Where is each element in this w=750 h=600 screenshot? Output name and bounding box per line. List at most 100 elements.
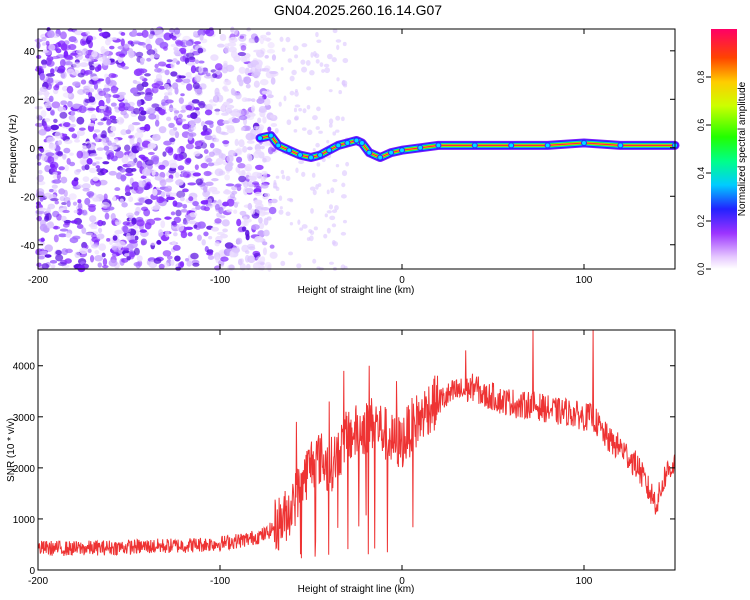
- spectrogram-noise-cell: [60, 72, 66, 79]
- spectrogram-noise-cell: [230, 50, 238, 59]
- spectrogram-noise-cell: [177, 118, 187, 122]
- spectrogram-noise-cell: [261, 67, 270, 72]
- spectrogram-noise-cell: [173, 50, 181, 56]
- spectrogram-noise-cell: [150, 242, 157, 246]
- spectrogram-noise-cell: [194, 59, 200, 64]
- spectrogram-noise-cell: [75, 49, 85, 55]
- spectrogram-noise-cell: [47, 203, 56, 210]
- spectrogram-noise-cell: [81, 183, 91, 190]
- spectrogram-noise-cell: [212, 177, 218, 182]
- spectrogram-noise-cell: [225, 183, 235, 187]
- spectrogram-noise-cell: [295, 167, 299, 173]
- spectrogram-noise-cell: [164, 99, 174, 104]
- spectrogram-noise-cell: [38, 145, 44, 152]
- spectrogram-noise-cell: [212, 95, 220, 103]
- spectrogram-noise-cell: [77, 72, 85, 78]
- spectrogram-trace-point: [317, 152, 324, 159]
- snr-y-tick-label: 0: [29, 566, 35, 577]
- spectrogram-noise-cell: [285, 175, 291, 182]
- spectrogram-noise-cell: [278, 101, 282, 107]
- spectrogram-noise-cell: [124, 154, 129, 160]
- snr-x-tick-label: 100: [576, 576, 593, 587]
- spectrogram-noise-cell: [158, 263, 165, 270]
- spectrogram-noise-cell: [330, 187, 335, 194]
- spectrogram-noise-cell: [151, 103, 160, 109]
- spectrogram-noise-cell: [203, 149, 209, 155]
- spectrogram-noise-cell: [37, 91, 43, 96]
- spectrogram-signal-trace: [255, 131, 680, 162]
- spectrogram-noise-cell: [94, 250, 100, 255]
- colorbar-tick-label: 0.6: [696, 119, 706, 132]
- spectrogram-noise-cell: [175, 172, 180, 178]
- spectrogram-noise-cell: [152, 188, 158, 196]
- spectrogram-noise-cell: [55, 48, 62, 54]
- spectrogram-noise-cell: [136, 146, 143, 152]
- spectrogram-noise-cell: [53, 84, 60, 91]
- spectrogram-noise-cell: [68, 36, 77, 43]
- spectrogram-noise-cell: [328, 123, 333, 128]
- spectrogram-noise-cell: [58, 166, 65, 171]
- spectrogram-noise-cell: [221, 219, 230, 227]
- spectrogram-noise-cell: [252, 171, 261, 178]
- spectrogram-noise-cell: [50, 124, 59, 131]
- spectrogram-noise-cell: [208, 151, 215, 157]
- spectrogram-noise-cell: [108, 132, 116, 137]
- spectrogram-noise-cell: [54, 200, 59, 205]
- spectrogram-noise-cell: [254, 236, 264, 243]
- spectrogram-noise-cell: [162, 151, 167, 157]
- spectrogram-noise-cell: [37, 67, 43, 76]
- spectrogram-noise-cell: [160, 191, 165, 198]
- spectrogram-noise-cell: [129, 186, 134, 190]
- spectrogram-noise-cell: [92, 176, 99, 182]
- spectrogram-trace-point: [544, 142, 551, 149]
- spectrogram-noise-cell: [105, 96, 111, 104]
- spectrogram-noise-cell: [66, 200, 71, 208]
- spectrogram-noise-cell: [77, 199, 82, 204]
- spectrogram-noise-cell: [191, 99, 200, 104]
- spectrogram-noise-cell: [195, 178, 203, 186]
- spectrogram-noise-cell: [194, 107, 200, 111]
- spectrogram-noise-cell: [95, 161, 100, 165]
- spectrogram-noise-cell: [185, 39, 194, 46]
- spectrogram-noise-cell: [96, 168, 104, 173]
- spectrogram-noise-cell: [114, 138, 119, 143]
- spectrogram-noise-cell: [326, 227, 331, 234]
- spectrogram-noise-cell: [231, 190, 238, 195]
- spectrogram-noise-cell: [247, 62, 254, 69]
- spectrogram-noise-cell: [341, 182, 346, 188]
- colorbar-tick-label: 0.2: [696, 215, 706, 228]
- spectrogram-noise-cell: [309, 70, 315, 76]
- spectrogram-noise-cell: [224, 189, 230, 194]
- spectrogram-noise-cell: [317, 183, 322, 187]
- spectrogram-noise-cell: [205, 28, 215, 37]
- spectrogram-noise-cell: [269, 244, 275, 249]
- spectrogram-noise-cell: [139, 229, 147, 233]
- spectrogram-noise-cell: [216, 43, 225, 48]
- spectrogram-noise-cell: [270, 123, 278, 127]
- spectrogram-noise-cell: [153, 257, 162, 264]
- spectrogram-noise-cell: [198, 100, 206, 109]
- spectrogram-noise-cell: [296, 263, 302, 269]
- spectrogram-noise-cell: [120, 32, 126, 36]
- spectrogram-noise-cell: [41, 250, 48, 254]
- spectrogram-noise-cell: [231, 117, 240, 124]
- spectrogram-noise-cell: [102, 257, 108, 266]
- spectrogram-noise-cell: [128, 50, 135, 59]
- spectrogram-noise-cell: [79, 158, 88, 166]
- spectrogram-noise-cell: [113, 248, 120, 253]
- spectrogram-noise-cell: [131, 29, 138, 37]
- spectrogram-noise-cell: [88, 205, 96, 212]
- spectrogram-noise-cell: [239, 35, 245, 39]
- spectrogram-noise-cell: [82, 187, 90, 192]
- spectrogram-noise-cell: [200, 200, 209, 205]
- spectrogram-noise-cell: [329, 215, 336, 221]
- spectrogram-noise-cell: [48, 95, 54, 103]
- spectrogram-noise-cell: [235, 147, 243, 156]
- spectrogram-noise-cell: [58, 106, 66, 113]
- spectrogram-noise-cell: [93, 129, 101, 133]
- spectrogram-noise-cell: [164, 230, 170, 238]
- spectrogram-noise-cell: [72, 201, 78, 206]
- spectrogram-noise-cell: [125, 129, 131, 135]
- spectrogram-noise-cell: [154, 67, 162, 73]
- spectrogram-noise-cell: [261, 170, 268, 176]
